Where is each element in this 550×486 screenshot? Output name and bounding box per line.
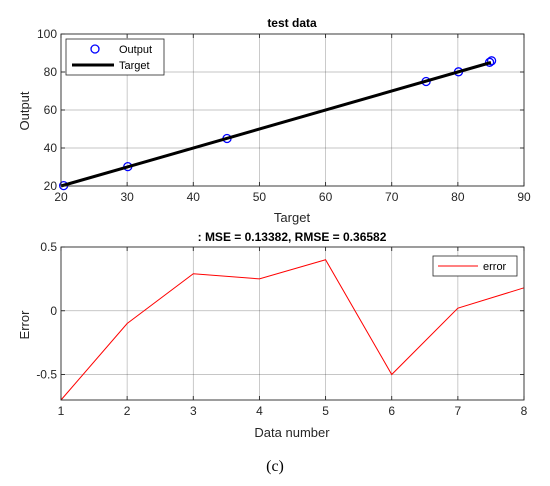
legend-entry-output: Output — [119, 44, 152, 56]
legend: Output Target — [65, 38, 165, 76]
plot-area — [60, 259, 525, 401]
x-tick-label: 8 — [521, 404, 528, 418]
chart-test-data: 20 30 40 50 60 70 80 90 20 40 60 80 100 test data Ta… — [17, 16, 531, 225]
chart-title: test data — [267, 16, 317, 30]
y-tick-label: 0.5 — [40, 240, 57, 254]
x-tick-label: 2 — [124, 404, 131, 418]
legend-entry-error: error — [483, 261, 507, 273]
x-tick-label: 30 — [120, 190, 134, 204]
axes-box — [60, 246, 525, 401]
y-tick-label: -0.5 — [36, 368, 57, 382]
x-tick-label: 5 — [322, 404, 329, 418]
grid — [61, 34, 524, 186]
legend: error — [432, 255, 518, 277]
series-line-target — [60, 61, 492, 188]
x-tick-label: 80 — [451, 190, 465, 204]
x-tick-label: 6 — [388, 404, 395, 418]
tick-labels: 20 30 40 50 60 70 80 90 20 40 60 80 100 — [37, 27, 531, 204]
x-tick-label: 40 — [187, 190, 201, 204]
legend-marker-output — [90, 44, 100, 54]
y-tick-label: 100 — [37, 27, 57, 41]
chart-title: : MSE = 0.13382, RMSE = 0.36582 — [198, 230, 387, 244]
x-tick-label: 60 — [319, 190, 333, 204]
x-tick-label: 7 — [455, 404, 462, 418]
plot-area — [58, 56, 497, 191]
chart-error: 1 2 3 4 5 6 7 8 -0.5 0 0.5 : MSE = 0.13382, RMSE =… — [17, 230, 528, 440]
x-tick-label: 70 — [385, 190, 399, 204]
x-tick-label: 20 — [54, 190, 68, 204]
axes-frame — [60, 33, 525, 187]
x-tick-label: 90 — [517, 190, 531, 204]
data-point-output — [486, 56, 497, 66]
axes-frame — [60, 246, 525, 401]
y-tick-label: 0 — [50, 304, 57, 318]
y-axis-label: Error — [17, 310, 32, 340]
data-point-output — [484, 57, 495, 67]
x-axis-label: Target — [274, 210, 311, 225]
y-tick-label: 60 — [44, 103, 58, 117]
x-tick-label: 1 — [58, 404, 65, 418]
y-tick-label: 20 — [44, 179, 58, 193]
x-tick-label: 4 — [256, 404, 263, 418]
y-tick-label: 40 — [44, 141, 58, 155]
legend-entry-target: Target — [119, 60, 150, 72]
x-tick-label: 3 — [190, 404, 197, 418]
series-line-error — [60, 259, 525, 401]
x-axis-label: Data number — [254, 425, 330, 440]
y-axis-label: Output — [17, 91, 32, 130]
figure-caption: (c) — [266, 458, 284, 475]
x-tick-label: 50 — [253, 190, 267, 204]
y-tick-label: 80 — [44, 65, 58, 79]
tick-labels: 1 2 3 4 5 6 7 8 -0.5 0 0.5 — [36, 240, 527, 418]
legend-box — [65, 38, 165, 76]
